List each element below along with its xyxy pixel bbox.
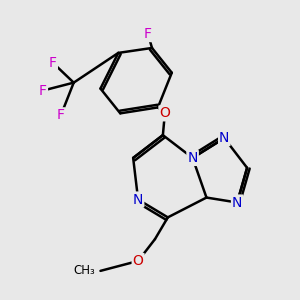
Text: CH₃: CH₃	[74, 264, 95, 278]
Text: F: F	[49, 56, 57, 70]
Text: N: N	[188, 151, 198, 165]
Text: O: O	[133, 254, 143, 268]
Text: F: F	[144, 27, 152, 41]
Text: F: F	[39, 84, 47, 98]
Text: F: F	[57, 108, 65, 122]
Text: N: N	[219, 131, 230, 145]
Text: N: N	[133, 193, 143, 206]
Text: O: O	[159, 106, 170, 120]
Text: N: N	[232, 196, 242, 209]
